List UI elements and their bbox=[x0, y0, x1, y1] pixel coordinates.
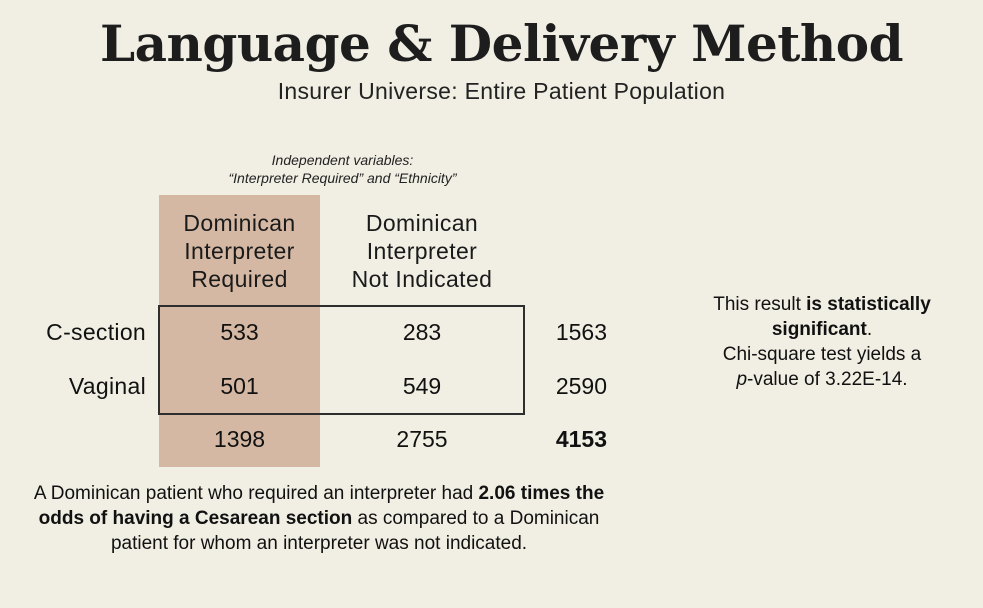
column-total: 2755 bbox=[396, 426, 448, 452]
column-header-line: Not Indicated bbox=[351, 266, 493, 292]
column-header-line: Interpreter bbox=[366, 238, 478, 264]
row-total: 2590 bbox=[555, 373, 607, 399]
odds-ratio-note: A Dominican patient who required an inte… bbox=[28, 481, 610, 556]
column-header-interpreter-not-indicated: Dominican Interpreter Not Indicated bbox=[322, 209, 522, 293]
odds-note-bold: 2.06 times the odds of having a Cesarean… bbox=[38, 483, 605, 529]
table-cell: 283 bbox=[402, 319, 442, 345]
column-header-interpreter-required: Dominican Interpreter Required bbox=[159, 209, 320, 293]
odds-note-part1: A Dominican patient who required an inte… bbox=[33, 483, 479, 504]
column-header-line: Dominican bbox=[365, 210, 479, 236]
significance-note: This result is statistically significant… bbox=[688, 292, 956, 392]
significance-suffix: . bbox=[866, 319, 873, 340]
column-header-line: Dominican bbox=[183, 210, 296, 236]
odds-note-part2: as compared to a Dominican patient for w… bbox=[110, 508, 600, 554]
column-header-line: Interpreter bbox=[184, 238, 295, 264]
independent-variables-line2: “Interpreter Required” and “Ethnicity” bbox=[228, 170, 457, 186]
table-cell: 501 bbox=[220, 373, 259, 399]
row-label-c-section: C-section bbox=[46, 319, 146, 345]
significance-prefix: This result bbox=[713, 294, 807, 315]
table-cell: 533 bbox=[220, 319, 259, 345]
page-title: Language & Delivery Method bbox=[99, 14, 904, 73]
row-total: 1563 bbox=[555, 319, 607, 345]
contingency-table-border bbox=[158, 305, 525, 415]
table-cell: 549 bbox=[402, 373, 442, 399]
independent-variables-caption: Independent variables: “Interpreter Requ… bbox=[170, 151, 515, 187]
independent-variables-line1: Independent variables: bbox=[271, 152, 414, 168]
chi-square-line: Chi-square test yields a bbox=[722, 344, 922, 365]
interpreter-required-column-highlight bbox=[159, 195, 320, 467]
grand-total: 4153 bbox=[555, 426, 607, 452]
p-value-text: -value of 3.22E-14. bbox=[747, 369, 908, 390]
column-header-line: Required bbox=[191, 266, 288, 292]
significance-bold: is statistically significant bbox=[771, 294, 931, 340]
p-italic: p bbox=[736, 369, 748, 390]
page-subtitle: Insurer Universe: Entire Patient Populat… bbox=[277, 78, 726, 104]
column-total: 1398 bbox=[213, 426, 266, 452]
row-label-vaginal: Vaginal bbox=[68, 373, 146, 399]
